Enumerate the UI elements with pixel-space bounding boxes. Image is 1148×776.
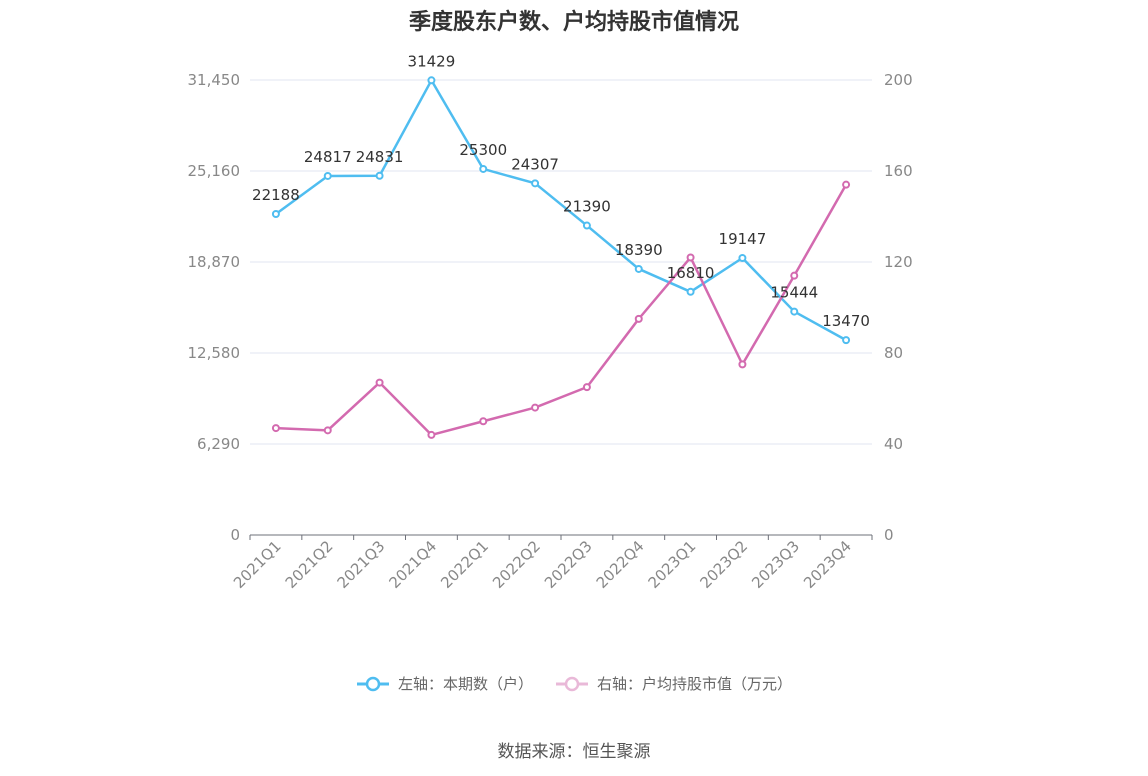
x-axis-tick-label: 2021Q1 [230, 537, 285, 592]
chart-title: 季度股东户数、户均持股市值情况 [408, 10, 739, 35]
data-point [686, 253, 695, 262]
data-point [427, 430, 436, 439]
right-axis-tick-label: 80 [884, 344, 903, 362]
axes: 0 0 6,290 40 12,580 80 18,870 120 25,160 160 31,45… [188, 71, 913, 592]
data-label: 25300 [459, 141, 507, 159]
right-axis-tick-label: 160 [884, 162, 913, 180]
data-label: 19147 [719, 230, 767, 248]
data-point [634, 314, 643, 323]
data-label: 15444 [770, 284, 818, 302]
data-point [375, 171, 384, 180]
x-axis-tick-label: 2023Q3 [748, 537, 803, 592]
data-point [427, 76, 436, 85]
data-point [790, 271, 799, 280]
data-point [479, 164, 488, 173]
left-axis-tick-label: 6,290 [197, 435, 240, 453]
left-axis-tick-label: 31,450 [188, 71, 241, 89]
data-point [738, 360, 747, 369]
data-point [842, 180, 851, 189]
x-axis-tick-label: 2022Q4 [593, 537, 648, 592]
data-point [323, 171, 332, 180]
left-axis-tick-label: 25,160 [188, 162, 241, 180]
data-point [271, 424, 280, 433]
legend-left-series-label: 左轴：本期数（户） [397, 675, 533, 693]
series-lines [271, 76, 851, 439]
data-point [842, 336, 851, 345]
data-label: 16810 [667, 264, 715, 282]
legend: 左轴：本期数（户） 右轴：户均持股市值（万元） [0, 673, 1148, 694]
data-point [582, 383, 591, 392]
data-label: 22188 [252, 186, 300, 204]
data-label: 24307 [511, 155, 559, 173]
data-point [531, 179, 540, 188]
line-chart: 0 0 6,290 40 12,580 80 18,870 120 25,160 160 31,45… [188, 52, 913, 592]
legend-right-series-label: 右轴：户均持股市值（万元） [597, 675, 793, 693]
data-label: 13470 [822, 312, 870, 330]
series-line-avg-holding-value [275, 184, 848, 437]
x-axis-tick-label: 2023Q2 [696, 537, 751, 592]
data-point [582, 221, 591, 230]
data-point [686, 287, 695, 296]
left-axis-tick-label: 12,580 [188, 344, 241, 362]
x-axis-tick-label: 2021Q2 [282, 537, 337, 592]
x-axis-tick-label: 2022Q3 [541, 537, 596, 592]
data-label: 21390 [563, 198, 611, 216]
x-axis-tick-label: 2021Q4 [385, 537, 440, 592]
data-label: 18390 [615, 241, 663, 259]
legend-left-series-marker-icon [356, 676, 389, 691]
x-axis-tick-label: 2022Q1 [437, 537, 492, 592]
data-point [323, 426, 332, 435]
data-point [634, 264, 643, 273]
x-axis-tick-label: 2023Q1 [645, 537, 700, 592]
left-axis-tick-label: 0 [230, 526, 240, 544]
x-axis-tick-label: 2023Q4 [800, 537, 855, 592]
right-axis-tick-label: 200 [884, 71, 913, 89]
right-axis-tick-label: 0 [884, 526, 894, 544]
data-point [790, 307, 799, 316]
data-point [738, 253, 747, 262]
left-axis-tick-label: 18,870 [188, 253, 241, 271]
data-label: 24831 [356, 148, 404, 166]
data-point [531, 403, 540, 412]
data-label: 31429 [408, 52, 456, 70]
grid-lines [250, 79, 872, 445]
x-axis-tick-label: 2022Q2 [489, 537, 544, 592]
series-line-shareholder-count [275, 79, 847, 342]
data-point [375, 378, 384, 387]
right-axis-tick-label: 40 [884, 435, 903, 453]
legend-right-series-marker-icon [556, 676, 588, 691]
data-point [271, 209, 280, 218]
data-source: 数据来源：恒生聚源 [497, 742, 651, 762]
legend-item-right-series[interactable]: 右轴：户均持股市值（万元） [555, 673, 792, 694]
data-point [479, 417, 488, 426]
data-label: 24817 [304, 148, 352, 166]
x-axis-tick-label: 2021Q3 [334, 537, 389, 592]
right-axis-tick-label: 120 [884, 253, 913, 271]
legend-item-left-series[interactable]: 左轴：本期数（户） [356, 673, 533, 694]
